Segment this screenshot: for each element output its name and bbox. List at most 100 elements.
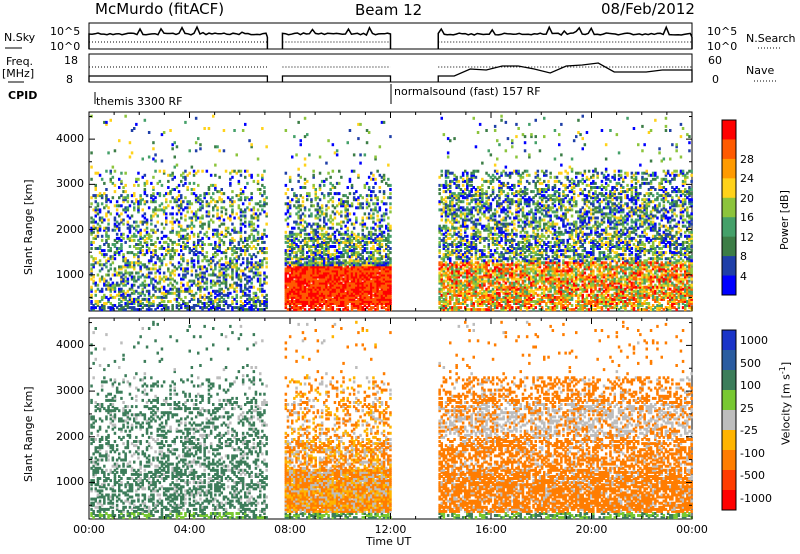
power-cell — [113, 267, 117, 271]
power-cell — [259, 273, 262, 277]
power-cell — [440, 267, 443, 271]
power-cell — [310, 224, 313, 228]
power-cell — [355, 289, 358, 293]
power-cell — [357, 240, 360, 244]
power-cell — [201, 279, 204, 283]
power-cell — [449, 243, 452, 246]
power-cell — [363, 275, 367, 279]
power-cell — [293, 192, 296, 196]
power-cell — [468, 208, 471, 212]
power-cell — [150, 238, 153, 242]
power-cell — [252, 304, 256, 307]
power-cell — [220, 263, 223, 267]
power-cell — [126, 222, 130, 226]
power-cell — [239, 247, 243, 250]
power-cell — [481, 308, 484, 312]
power-cell — [209, 261, 213, 265]
power-cell — [316, 230, 320, 234]
power-cell — [333, 253, 337, 257]
power-cell — [188, 234, 191, 238]
power-cell — [352, 297, 356, 301]
power-cell — [348, 236, 352, 240]
power-cell — [239, 283, 243, 287]
power-cell — [372, 300, 375, 303]
power-cell — [444, 200, 448, 204]
power-cell — [385, 238, 388, 242]
power-cell — [382, 295, 386, 299]
power-cell — [378, 145, 382, 149]
power-cell — [361, 265, 364, 269]
power-cell — [103, 206, 106, 210]
power-cell — [137, 208, 140, 212]
power-cell — [382, 263, 386, 267]
power-cell — [314, 228, 317, 232]
power-cell — [231, 249, 234, 253]
power-cell — [378, 265, 382, 269]
power-cell — [442, 183, 446, 187]
power-cell — [180, 257, 183, 261]
power-cell — [476, 236, 480, 240]
power-cell — [338, 222, 341, 226]
power-cell — [329, 269, 332, 273]
power-cell — [440, 173, 443, 177]
power-cell — [466, 269, 469, 273]
power-cell — [165, 253, 168, 257]
power-cell — [468, 179, 471, 183]
power-cell — [310, 263, 313, 267]
power-cell — [171, 277, 174, 281]
power-cell — [385, 275, 388, 279]
power-cell — [250, 228, 253, 232]
power-cell — [440, 279, 443, 283]
power-cell — [162, 131, 166, 134]
power-cell — [478, 300, 482, 303]
power-cell — [113, 273, 117, 277]
power-cell — [363, 236, 367, 240]
power-cell — [438, 279, 441, 283]
power-cell — [167, 291, 170, 295]
power-cell — [335, 297, 339, 301]
power-cell — [333, 293, 337, 297]
power-cell — [241, 306, 245, 310]
power-cell — [352, 212, 356, 216]
power-cell — [455, 183, 458, 187]
power-cell — [348, 271, 352, 275]
power-cell — [370, 196, 373, 200]
power-cell — [344, 214, 347, 218]
power-cell — [449, 267, 452, 271]
power-cell — [446, 289, 450, 293]
power-cell — [231, 212, 234, 216]
power-cell — [126, 300, 130, 303]
power-cell — [265, 265, 268, 269]
power-cell — [320, 300, 324, 303]
power-cell — [357, 173, 360, 177]
power-cell — [241, 214, 245, 218]
power-cell — [135, 220, 138, 224]
power-cell — [466, 212, 469, 216]
power-cell — [314, 190, 317, 194]
power-cell — [346, 214, 349, 218]
power-cell — [308, 297, 311, 301]
power-cell — [374, 177, 377, 181]
power-cell — [355, 253, 358, 257]
power-cell — [118, 204, 121, 208]
power-cell — [338, 295, 341, 299]
power-cell — [113, 283, 117, 287]
power-cell — [197, 183, 200, 187]
power-cell — [115, 224, 119, 228]
power-cell — [312, 263, 315, 267]
cpid-label: CPID — [8, 89, 38, 102]
power-cell — [182, 171, 185, 175]
power-cell — [306, 300, 309, 303]
power-cell — [171, 177, 174, 181]
power-cell — [265, 234, 268, 238]
power-cell — [387, 269, 390, 273]
power-cell — [259, 259, 262, 263]
power-cell — [380, 263, 384, 267]
power-cell — [220, 271, 223, 275]
power-cell — [220, 198, 223, 202]
power-cell — [365, 243, 369, 246]
power-cell — [308, 277, 311, 281]
power-cell — [376, 283, 379, 287]
power-cell — [338, 202, 341, 206]
power-cell — [472, 186, 475, 189]
